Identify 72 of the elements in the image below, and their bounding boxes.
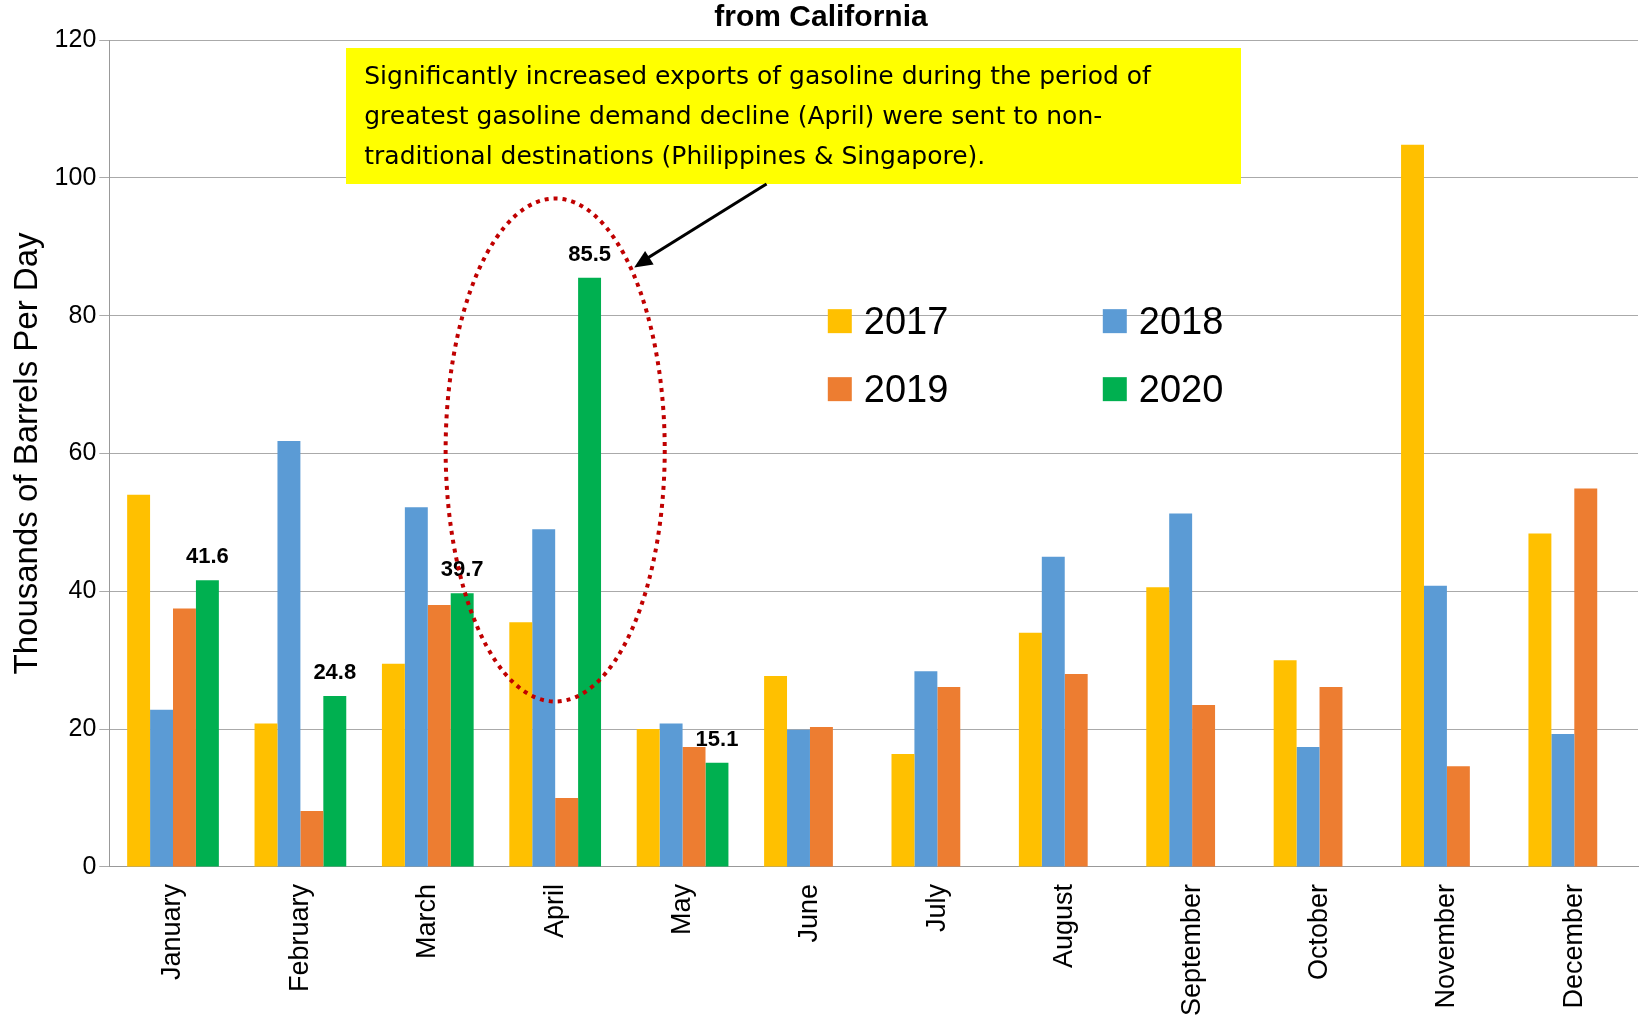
bar xyxy=(682,747,706,867)
y-tick-label: 80 xyxy=(68,299,97,328)
legend-label: 2020 xyxy=(1138,367,1224,410)
bar xyxy=(764,676,788,867)
x-tick-label: July xyxy=(920,883,951,932)
bar xyxy=(1446,766,1470,867)
bar xyxy=(659,723,683,867)
bar xyxy=(1423,585,1447,867)
bar xyxy=(937,687,961,867)
x-tick-label: August xyxy=(1048,883,1079,968)
bar xyxy=(809,727,833,867)
x-tick-label: October xyxy=(1302,883,1333,980)
bar xyxy=(1401,144,1424,867)
bar xyxy=(1273,660,1297,867)
bar xyxy=(1192,704,1216,867)
bar xyxy=(636,729,660,867)
bar xyxy=(150,709,174,867)
y-tick-label: 40 xyxy=(68,575,97,604)
bar xyxy=(1319,687,1343,867)
bar xyxy=(787,729,810,867)
bar xyxy=(532,529,556,867)
bar xyxy=(1146,587,1170,867)
bar xyxy=(578,277,602,867)
data-label: 39.7 xyxy=(440,556,484,582)
y-tick-label: 100 xyxy=(54,161,97,190)
bar xyxy=(254,723,278,867)
bar xyxy=(450,593,474,867)
bar xyxy=(195,580,219,867)
bar xyxy=(381,663,405,867)
legend-label: 2018 xyxy=(1138,299,1224,342)
bar xyxy=(914,671,938,867)
legend-label: 2017 xyxy=(863,299,949,342)
bar xyxy=(509,622,533,867)
bar xyxy=(427,605,451,867)
y-axis-title: Thousands of Barrels Per Day xyxy=(6,231,44,675)
bar xyxy=(277,441,301,867)
x-tick-label: September xyxy=(1175,883,1206,1016)
y-tick-label: 120 xyxy=(54,23,97,52)
y-tick-label: 0 xyxy=(82,850,97,879)
x-tick-label: April xyxy=(538,883,569,938)
bar xyxy=(1041,556,1065,867)
x-tick-label: February xyxy=(283,883,314,992)
bar xyxy=(1528,533,1552,867)
bar xyxy=(127,494,151,867)
y-tick-label: 60 xyxy=(68,437,97,466)
bar xyxy=(404,507,428,867)
bar xyxy=(300,811,324,867)
bar xyxy=(323,696,347,867)
data-label: 24.8 xyxy=(313,659,357,685)
bar xyxy=(705,762,729,867)
x-tick-label: December xyxy=(1557,883,1588,1009)
x-tick-label: January xyxy=(156,883,187,980)
x-tick-label: March xyxy=(411,883,442,959)
bar xyxy=(891,753,915,867)
data-label: 41.6 xyxy=(185,543,229,569)
bar xyxy=(173,608,196,867)
data-label: 85.5 xyxy=(568,240,611,266)
bar xyxy=(1574,488,1598,867)
x-tick-label: May xyxy=(666,883,697,935)
bar xyxy=(1018,632,1042,867)
bar xyxy=(1064,673,1088,867)
legend-label: 2019 xyxy=(863,367,949,410)
data-label: 15.1 xyxy=(695,725,739,751)
x-tick-label: November xyxy=(1430,883,1461,1009)
y-tick-label: 20 xyxy=(68,713,97,741)
bar xyxy=(1296,747,1320,867)
bar xyxy=(555,798,579,867)
bar xyxy=(1169,513,1193,867)
chart-title: from California xyxy=(714,0,928,33)
callout-box: Significantly increased exports of gasoline during the period of greatest gasoline demand decline (April) were sent to non-traditional destinations (Philippines & Singapore). xyxy=(346,48,1241,184)
bar xyxy=(1551,733,1575,867)
x-tick-label: June xyxy=(793,883,824,943)
